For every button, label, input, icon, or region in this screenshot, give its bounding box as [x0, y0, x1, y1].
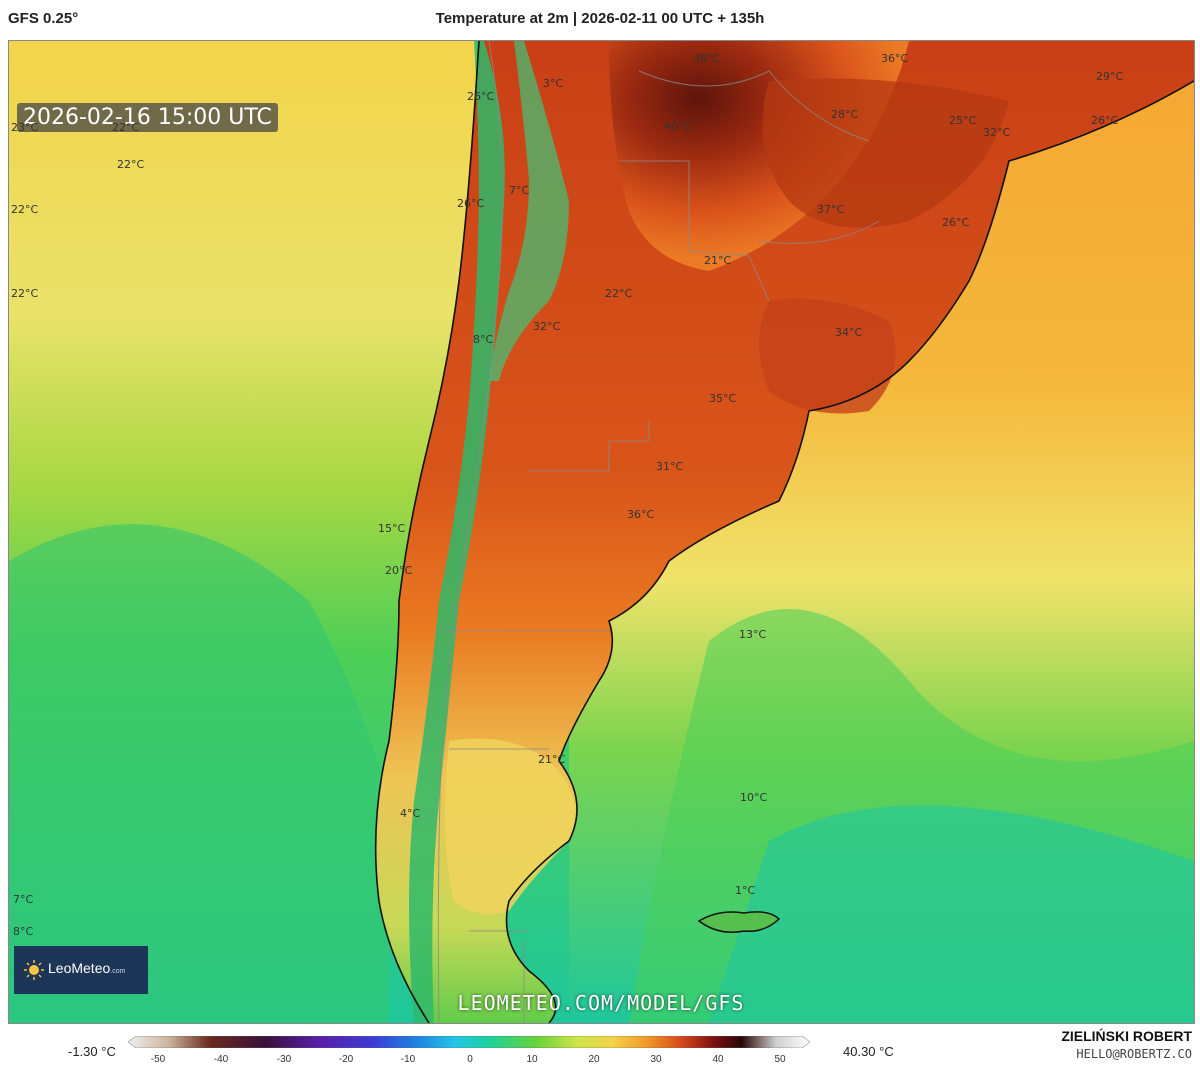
- colorbar-tick: 20: [588, 1054, 600, 1065]
- temp-label: 26°C: [942, 216, 970, 229]
- colorbar-tick: 40: [712, 1054, 724, 1065]
- temp-label: 40°C: [664, 120, 692, 133]
- temp-label: 10°C: [740, 791, 768, 804]
- temp-label: 38°C: [693, 52, 721, 65]
- map-canvas: [9, 41, 1194, 1023]
- author-name: ZIELIŃSKI ROBERT: [1061, 1028, 1192, 1044]
- temp-label: 22°C: [117, 158, 145, 171]
- temp-label: 32°C: [533, 320, 561, 333]
- temp-label: 7°C: [13, 893, 34, 906]
- temp-label: 37°C: [817, 203, 845, 216]
- temp-label: 26°C: [467, 90, 495, 103]
- map-title: Temperature at 2m | 2026-02-11 00 UTC + …: [435, 10, 765, 27]
- colorbar-tick: -50: [150, 1054, 166, 1065]
- sun-icon: [24, 960, 44, 980]
- colorbar-tick: -40: [213, 1054, 229, 1065]
- colorbar-tick: 10: [526, 1054, 538, 1065]
- temp-label: 34°C: [835, 326, 863, 339]
- temp-label: 15°C: [378, 522, 406, 535]
- scale-max-label: 40.30 °C: [843, 1044, 894, 1059]
- temp-label: 28°C: [831, 108, 859, 121]
- temp-label: 22°C: [11, 203, 39, 216]
- temp-label: 3°C: [543, 77, 564, 90]
- temp-label: 26°C: [1091, 114, 1119, 127]
- temp-label: 22°C: [605, 287, 633, 300]
- temp-label: 35°C: [709, 392, 737, 405]
- temp-label: 25°C: [949, 114, 977, 127]
- temp-label: 13°C: [739, 628, 767, 641]
- colorbar-tick: 0: [467, 1054, 473, 1065]
- temp-label: 26°C: [457, 197, 485, 210]
- colorbar-tick: 30: [650, 1054, 662, 1065]
- valid-time-badge: 2026-02-16 15:00 UTC: [17, 103, 278, 132]
- scale-min-label: -1.30 °C: [68, 1044, 116, 1059]
- logo-suffix: .com: [110, 968, 126, 975]
- model-label: GFS 0.25°: [8, 10, 79, 27]
- temp-label: 8°C: [473, 333, 494, 346]
- colorbar-tick: -20: [338, 1054, 354, 1065]
- temp-label: 32°C: [983, 126, 1011, 139]
- colorbar: [128, 1036, 810, 1048]
- colorbar-tick: -30: [276, 1054, 292, 1065]
- colorbar-tick: 50: [774, 1054, 786, 1065]
- temp-label: 23°C: [11, 121, 39, 134]
- temp-label: 7°C: [509, 184, 530, 197]
- temp-label: 36°C: [881, 52, 909, 65]
- temperature-map[interactable]: 2026-02-16 15:00 UTC 23°C 22°C 22°C 22°C…: [8, 40, 1195, 1024]
- logo-name: LeoMeteo: [48, 960, 111, 976]
- temp-label: 36°C: [627, 508, 655, 521]
- temp-label: 21°C: [538, 753, 566, 766]
- leometeo-logo[interactable]: LeoMeteo.com: [14, 946, 148, 994]
- temp-label: 8°C: [13, 925, 34, 938]
- temp-label: 22°C: [112, 121, 140, 134]
- temp-label: 31°C: [656, 460, 684, 473]
- watermark: LEOMETEO.COM/MODEL/GFS: [457, 991, 745, 1015]
- temp-label: 20°C: [385, 564, 413, 577]
- temp-label: 21°C: [704, 254, 732, 267]
- temp-label: 29°C: [1096, 70, 1124, 83]
- temp-label: 22°C: [11, 287, 39, 300]
- temp-label: 4°C: [400, 807, 421, 820]
- colorbar-tick: -10: [400, 1054, 416, 1065]
- author-email[interactable]: HELLO@ROBERTZ.CO: [1076, 1047, 1192, 1061]
- temp-label: 1°C: [735, 884, 756, 897]
